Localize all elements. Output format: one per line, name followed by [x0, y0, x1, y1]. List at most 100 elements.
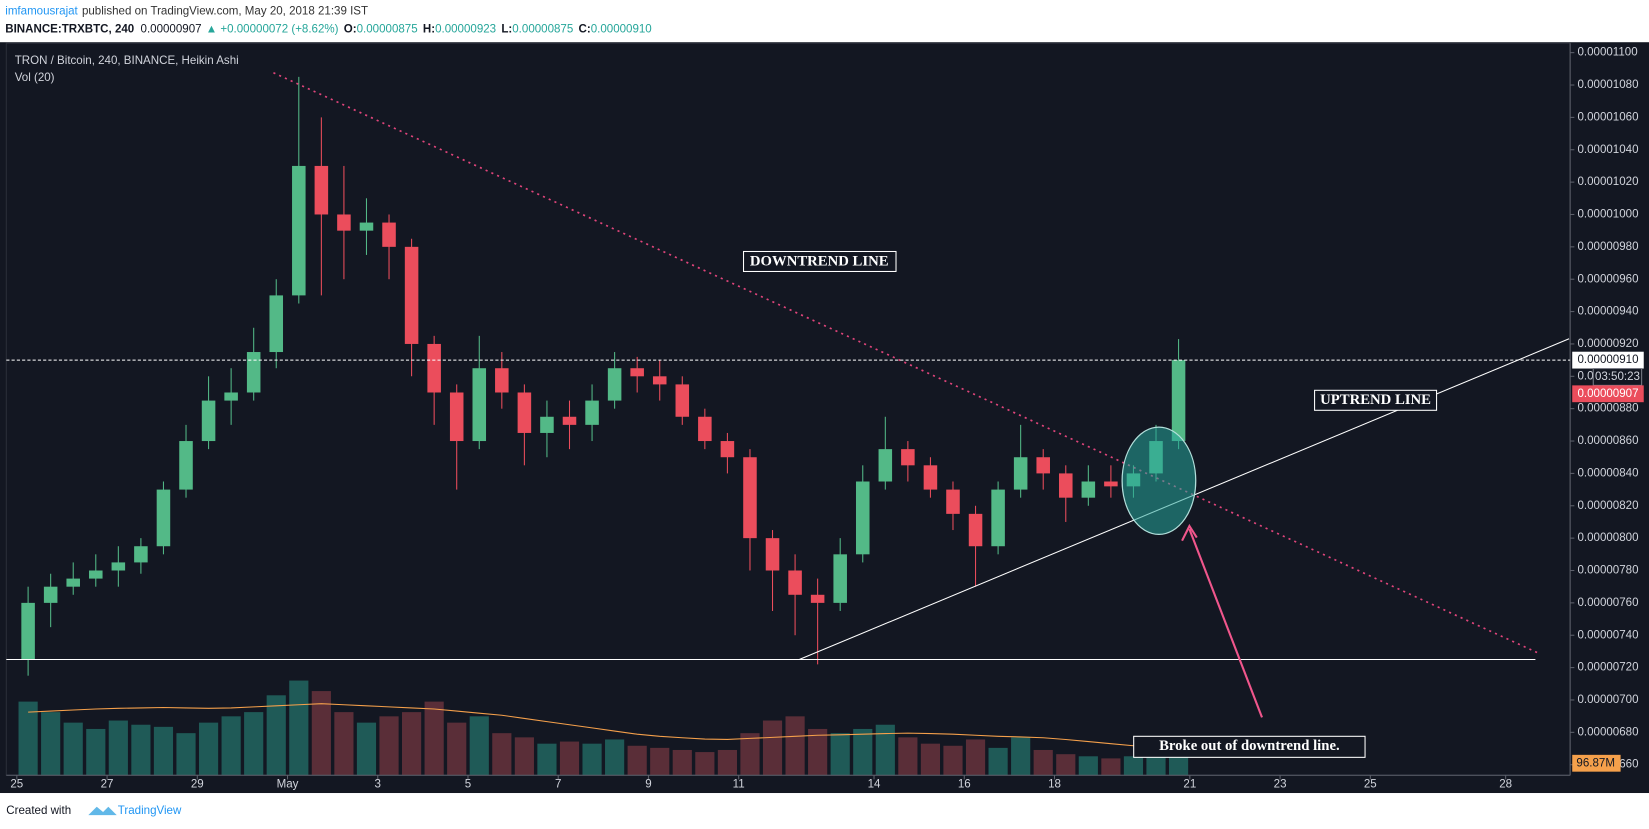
candle-body — [810, 594, 825, 603]
arrow-head — [1181, 523, 1198, 542]
candle-body — [224, 392, 238, 401]
volume-bar — [18, 701, 38, 776]
volume-bar — [605, 739, 625, 776]
candle-body — [89, 570, 103, 579]
change: ▲ +0.00000072 (+8.62%) — [206, 24, 339, 36]
x-tick-label: 7 — [555, 779, 561, 791]
arrow-shaft — [1188, 528, 1263, 718]
x-tick-label: 18 — [1048, 779, 1061, 791]
candle-body — [201, 400, 216, 442]
candle-body — [156, 489, 171, 547]
ohlc-value: 0.00000910 — [591, 24, 652, 36]
volume-bar — [740, 733, 760, 776]
footer-bg — [0, 793, 1649, 829]
candle-body — [652, 376, 667, 385]
breakout-circle — [1121, 426, 1197, 536]
candle-body — [855, 481, 870, 555]
created-with: Created with — [6, 805, 71, 817]
ohlc-value: 0.00000875 — [512, 24, 573, 36]
y-tick-label: 0.00000940 — [1577, 306, 1638, 318]
y-tick-label: 0.00000860 — [1577, 435, 1638, 447]
candle-body — [179, 441, 193, 490]
volume-bar — [1101, 758, 1121, 776]
candle-body — [517, 392, 532, 433]
volume-bar — [898, 737, 918, 776]
candle-body — [607, 368, 622, 401]
y-tick-label: 0.00000760 — [1577, 597, 1638, 609]
volume-last-label: 96.87M — [1576, 757, 1615, 769]
label-box — [742, 250, 897, 273]
volume-bar — [830, 733, 850, 776]
volume-bar — [672, 749, 692, 776]
volume-bar — [559, 741, 580, 776]
y-tick-label: 0.00001020 — [1577, 176, 1638, 188]
candle-body — [991, 489, 1005, 547]
volume-bar — [920, 743, 941, 776]
candle-body — [1013, 457, 1028, 490]
y-tick-label: 0.00001060 — [1577, 111, 1638, 123]
volume-bar — [356, 722, 377, 776]
candle-body — [337, 214, 351, 231]
x-tick-label: 9 — [645, 779, 651, 791]
volume-bar — [198, 722, 219, 776]
ohlc-key: O: — [344, 24, 357, 36]
candle-body — [1104, 481, 1118, 487]
x-tick-label: 23 — [1274, 779, 1287, 791]
candle-body — [66, 578, 80, 587]
symbol: BINANCE:TRXBTC, 240 — [5, 24, 134, 36]
volume-bar — [221, 716, 241, 776]
y-tick-label: 0.00000820 — [1577, 500, 1638, 512]
y-tick-label: 0.00001040 — [1577, 144, 1638, 156]
candle-body — [382, 222, 396, 247]
candle-body — [111, 562, 126, 571]
label-box — [1314, 389, 1438, 411]
volume-bar — [176, 733, 196, 776]
countdown: 03:50:23 — [1595, 371, 1640, 383]
candle-body — [21, 602, 35, 660]
brand[interactable]: TradingView — [118, 805, 182, 817]
candle-body — [765, 538, 780, 571]
x-tick-label: 25 — [1364, 779, 1377, 791]
volume-bar — [808, 728, 828, 776]
candle-body — [404, 246, 419, 344]
ohlc-value: 0.00000875 — [357, 24, 418, 36]
candle-body — [946, 489, 960, 514]
candle-body — [698, 416, 712, 442]
y-tick-label: 0.00000700 — [1577, 694, 1638, 706]
volume-bar — [41, 712, 61, 776]
volume-bar — [537, 743, 557, 776]
volume-bar — [131, 724, 151, 776]
price: 0.00000907 — [141, 24, 202, 36]
y-tick-label: 0.00000720 — [1577, 662, 1638, 674]
volume-bar — [266, 695, 286, 776]
y-tick-label: 0.00001080 — [1577, 79, 1638, 91]
candle-body — [901, 449, 915, 466]
volume-bar — [717, 749, 737, 776]
uptrend-label: UPTREND LINE — [1320, 392, 1431, 408]
volume-bar — [1123, 756, 1144, 776]
volume-bar — [424, 701, 444, 776]
volume-bar — [108, 720, 128, 776]
x-tick-label: May — [277, 779, 299, 791]
candle-body — [720, 441, 735, 458]
y-tick-label: 0.00001000 — [1577, 209, 1638, 221]
volume-bar — [514, 737, 534, 776]
published: published on TradingView.com, May 20, 20… — [82, 6, 368, 18]
chart-title: TRON / Bitcoin, 240, BINANCE, Heikin Ash… — [15, 55, 239, 67]
y-tick-label: 0.00000780 — [1577, 565, 1638, 577]
breakout-label: Broke out of downtrend line. — [1159, 738, 1340, 754]
volume-bar — [965, 739, 986, 776]
volume-bar — [1078, 756, 1098, 776]
ohlc-value: 0.00000923 — [435, 24, 496, 36]
x-tick-label: 25 — [10, 779, 23, 791]
candle-body — [562, 416, 577, 425]
y-tick-label: 0.00000800 — [1577, 532, 1638, 544]
candle-body — [359, 222, 374, 231]
volume-bar — [469, 716, 489, 776]
volume-bar — [650, 747, 670, 776]
volume-bar — [289, 680, 309, 776]
plot-area — [5, 42, 1571, 776]
user[interactable]: imfamousrajat — [5, 6, 78, 18]
candle-body — [630, 368, 644, 377]
